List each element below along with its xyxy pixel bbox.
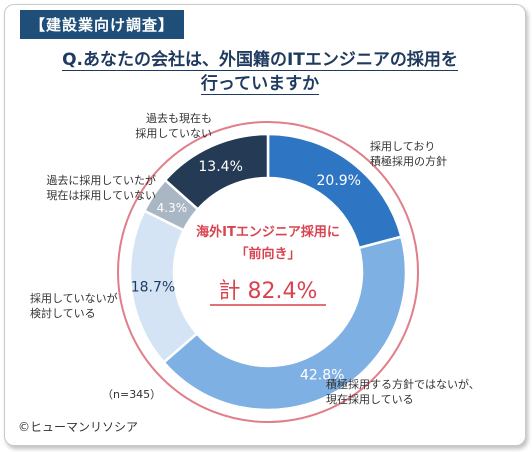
donut-slice-5 xyxy=(163,132,270,212)
slice-value-label-4: 4.3% xyxy=(157,201,188,215)
slice-category-label-2-line-1: 積極採用する方針ではないが、 xyxy=(326,377,480,391)
slice-category-label-2-line-2: 現在採用している xyxy=(326,392,414,406)
question-line-1: Q.あなたの会社は、外国籍のITエンジニアの採用を xyxy=(62,50,458,71)
slice-category-label-5-line-2: 採用していない xyxy=(135,126,212,140)
slice-category-label-3-line-1: 採用していないが xyxy=(30,291,118,305)
slice-value-label-1: 20.9% xyxy=(317,173,361,189)
slice-category-label-3-line-2: 検討している xyxy=(30,306,96,320)
outer-ring xyxy=(117,121,419,423)
center-total-percentage: 計 82.4% xyxy=(219,279,318,304)
copyright-notice: ©ヒューマンリソシア xyxy=(18,420,139,434)
slice-value-label-5: 13.4% xyxy=(198,159,242,175)
sample-size-note: （n=345） xyxy=(102,388,162,401)
center-headline-line-1: 海外ITエンジニア採用に xyxy=(196,224,340,240)
survey-category-tag: 【建設業向け調査】 xyxy=(20,10,185,39)
slice-category-label-4-line-2: 現在は採用していない xyxy=(46,188,156,202)
slice-category-label-1-line-1: 採用しており xyxy=(370,139,435,153)
question-line-2: 行っていますか xyxy=(200,74,320,95)
slice-category-label-1-line-2: 積極採用の方針 xyxy=(370,154,447,168)
slice-value-label-3: 18.7% xyxy=(131,280,175,296)
slice-value-label-2: 42.8% xyxy=(300,368,344,384)
slice-category-label-5-line-1: 過去も現在も xyxy=(146,112,212,125)
question-title: Q.あなたの会社は、外国籍のITエンジニアの採用を 行っていますか xyxy=(20,48,500,96)
center-headline-line-2: 「前向き」 xyxy=(235,246,300,262)
slice-category-label-4-line-1: 過去に採用していたが xyxy=(46,173,156,187)
donut-slice-2 xyxy=(161,235,408,412)
